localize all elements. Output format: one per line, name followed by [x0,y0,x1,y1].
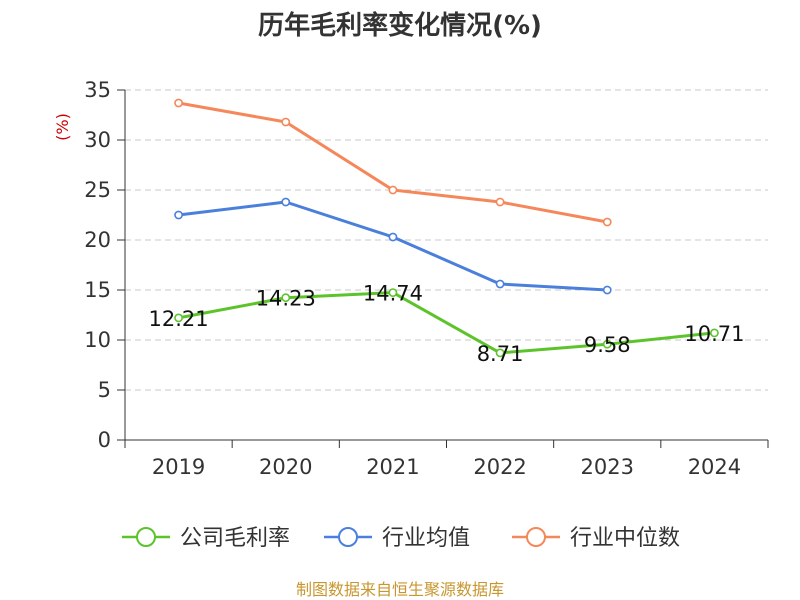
y-tick-label: 5 [98,378,111,402]
series-lines [174,98,719,358]
data-label: 9.58 [584,333,631,357]
x-tick-label: 2024 [688,455,741,479]
axes: 0 5 10 15 20 25 30 35 2019 2020 2021 2022 2023 2024 [84,78,769,479]
data-point[interactable] [388,232,398,242]
data-point[interactable] [174,313,183,323]
data-label: 14.23 [256,287,316,311]
source-note: 制图数据来自恒生聚源数据库 [296,580,504,599]
legend[interactable]: 公司毛利率 行业均值 行业中位数 [122,526,680,551]
y-tick-label: 35 [84,78,111,102]
data-label: 14.74 [363,282,423,306]
data-point[interactable] [602,285,612,295]
data-point[interactable] [602,339,612,349]
x-tick-label: 2020 [259,455,312,479]
x-tick-label: 2022 [473,455,526,479]
data-point[interactable] [495,197,505,207]
data-label: 12.21 [149,307,209,331]
data-point[interactable] [388,185,398,195]
y-tick-label: 25 [84,178,111,202]
legend-label: 行业中位数 [570,526,680,551]
legend-label: 公司毛利率 [180,526,290,551]
y-tick-label: 0 [98,428,111,452]
y-tick-label: 20 [84,228,111,252]
data-label: 8.71 [477,342,524,366]
chart-title: 历年毛利率变化情况(%) [258,10,542,41]
y-tick-label: 30 [84,128,111,152]
data-label: 10.71 [684,322,744,346]
data-point[interactable] [388,288,398,297]
series-line-0 [178,291,715,355]
legend-item-0[interactable]: 公司毛利率 [122,526,290,551]
data-point[interactable] [710,328,719,338]
grid-lines [125,89,768,391]
legend-marker [526,527,546,547]
legend-item-1[interactable]: 行业均值 [324,526,470,551]
legend-marker [338,527,358,547]
x-tick-label: 2019 [152,455,205,479]
series-line-1 [178,200,608,292]
series-line-2 [178,101,608,224]
data-point[interactable] [281,197,291,207]
data-point[interactable] [602,217,612,227]
legend-marker [136,527,156,547]
data-point[interactable] [495,348,505,358]
data-labels: 12.21 14.23 14.74 8.71 9.58 10.71 [149,282,745,366]
data-point[interactable] [495,279,505,289]
data-point[interactable] [281,293,291,303]
y-axis-unit: (%) [53,113,72,141]
data-point[interactable] [174,98,183,108]
data-point[interactable] [281,117,291,127]
y-tick-label: 15 [84,278,111,302]
x-tick-label: 2021 [366,455,419,479]
legend-item-2[interactable]: 行业中位数 [512,526,680,551]
x-tick-label: 2023 [581,455,634,479]
data-point[interactable] [174,210,183,220]
y-tick-label: 10 [84,328,111,352]
legend-label: 行业均值 [382,526,470,551]
